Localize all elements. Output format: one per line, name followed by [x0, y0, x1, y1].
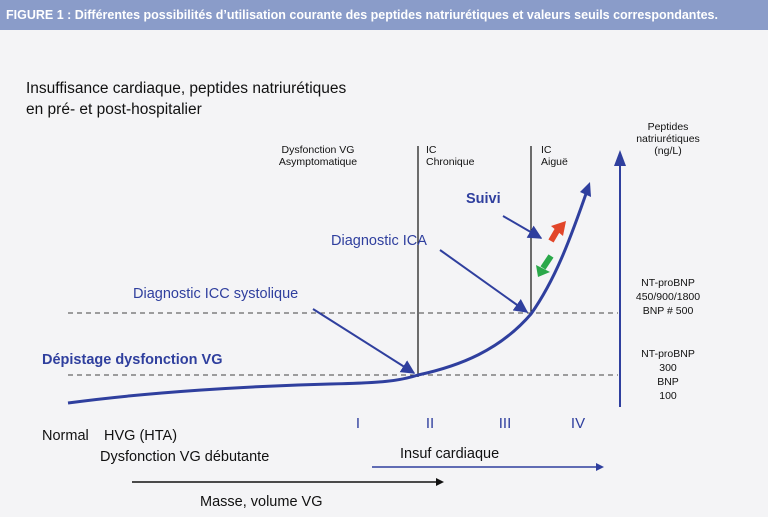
green-down-arrow	[536, 254, 554, 277]
phase-dysfonction-line2: Asymptomatique	[279, 156, 357, 168]
phase-chronique-line1: IC	[426, 144, 437, 156]
label-suivi: Suivi	[466, 191, 501, 207]
threshold-low-line3: BNP	[657, 376, 679, 388]
pointer-diagnostic-ica	[439, 249, 529, 313]
threshold-high-line2: 450/900/1800	[636, 291, 700, 303]
bottom-dysfonction-debutante: Dysfonction VG débutante	[100, 449, 269, 465]
diagram-title-line2: en pré- et post-hospitalier	[26, 101, 202, 118]
masse-arrowhead	[436, 478, 444, 486]
diagram-title-line1: Insuffisance cardiaque, peptides natriur…	[26, 80, 347, 97]
stage-iii: III	[499, 415, 512, 432]
bottom-masse-volume: Masse, volume VG	[200, 494, 323, 510]
pointer-diagnostic-icc	[312, 308, 416, 374]
phase-dysfonction-line1: Dysfonction VG	[282, 144, 355, 156]
progression-curve-arrowhead	[580, 182, 591, 197]
phase-aigue-line2: Aiguë	[541, 156, 568, 168]
stage-ii: II	[426, 415, 434, 432]
label-diagnostic-icc: Diagnostic ICC systolique	[133, 286, 298, 302]
figure-caption: FIGURE 1 : Différentes possibilités d’ut…	[0, 0, 768, 30]
threshold-low-line1: NT-proBNP	[641, 348, 695, 360]
axis-label-line3: (ng/L)	[654, 145, 681, 157]
bottom-insuf-cardiaque: Insuf cardiaque	[400, 446, 499, 462]
label-depistage: Dépistage dysfonction VG	[42, 352, 222, 368]
y-axis-arrowhead	[614, 150, 626, 166]
stage-i: I	[356, 415, 360, 432]
threshold-low-line2: 300	[659, 362, 677, 374]
phase-chronique-line2: Chronique	[426, 156, 475, 168]
threshold-low-line4: 100	[659, 390, 677, 402]
stage-iv: IV	[571, 415, 585, 432]
threshold-high-line1: NT-proBNP	[641, 277, 695, 289]
bottom-normal: Normal	[42, 428, 89, 444]
red-up-arrow	[548, 221, 566, 243]
axis-label-line2: natriurétiques	[636, 133, 700, 145]
axis-label-line1: Peptides	[648, 121, 689, 133]
threshold-high-line3: BNP # 500	[643, 305, 694, 317]
phase-aigue-line1: IC	[541, 144, 552, 156]
progression-curve	[67, 187, 590, 405]
label-diagnostic-ica: Diagnostic ICA	[331, 233, 427, 249]
bottom-hvg: HVG (HTA)	[104, 428, 177, 444]
diagram-panel	[0, 30, 768, 517]
pointer-suivi	[502, 215, 543, 239]
insuf-arrowhead	[596, 463, 604, 471]
diagram-canvas: Insuffisance cardiaque, peptides natriur…	[26, 80, 700, 510]
